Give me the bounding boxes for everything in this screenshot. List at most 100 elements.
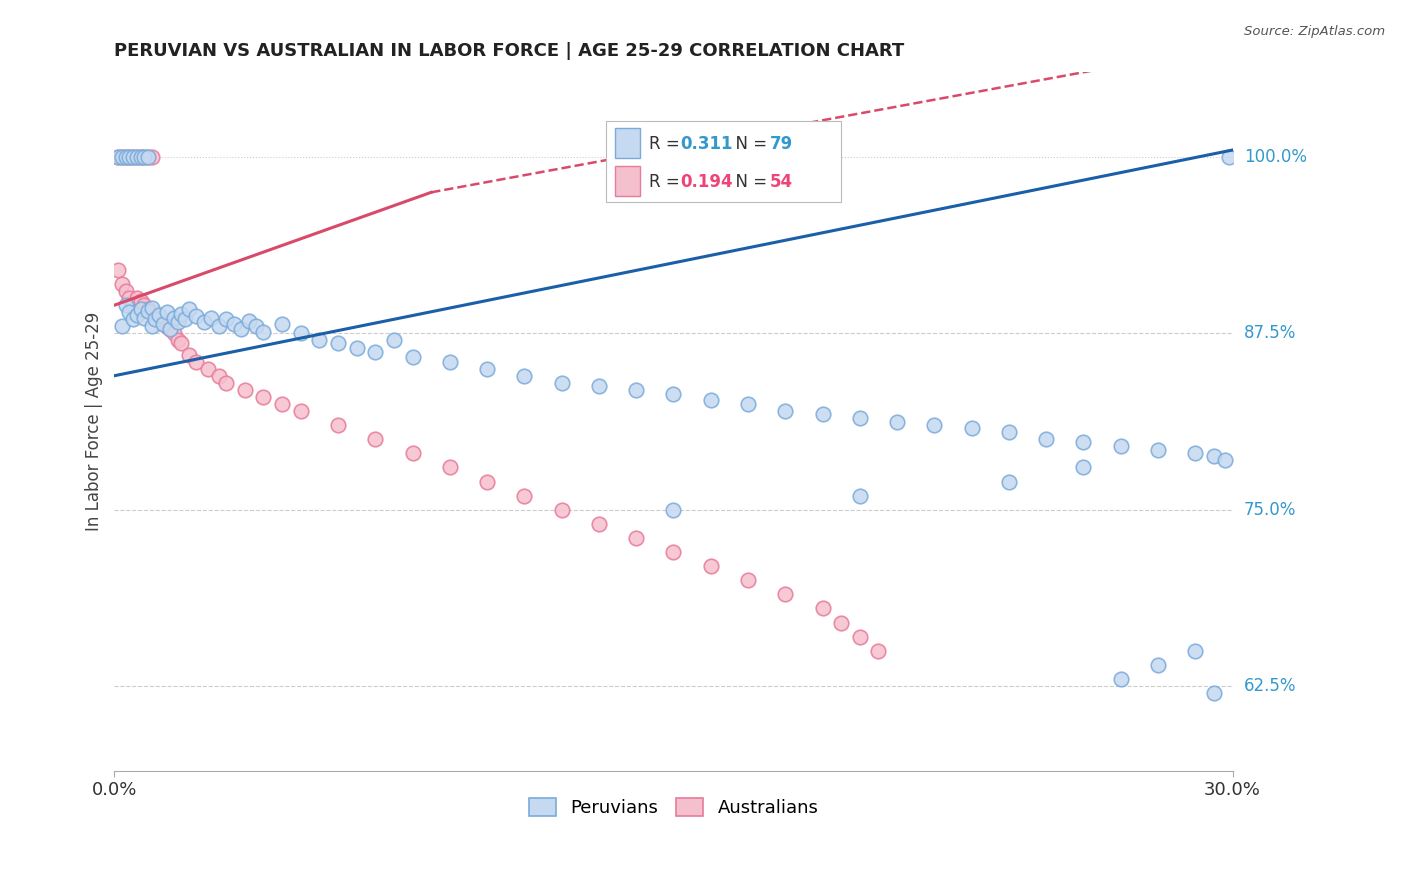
Point	[811, 407, 834, 421]
Point	[401, 446, 423, 460]
Point	[271, 397, 294, 411]
Point	[141, 305, 163, 319]
Point	[1109, 439, 1132, 453]
Point	[1218, 150, 1240, 164]
Point	[118, 291, 141, 305]
Point	[475, 475, 498, 489]
Point	[252, 390, 274, 404]
Point	[849, 489, 872, 503]
Point	[136, 302, 159, 317]
Point	[1035, 432, 1057, 446]
Text: R =: R =	[650, 172, 685, 191]
Point	[177, 347, 200, 361]
Point	[208, 319, 231, 334]
Point	[114, 150, 136, 164]
Point	[588, 378, 610, 392]
Point	[134, 150, 156, 164]
Point	[998, 475, 1021, 489]
Point	[197, 361, 219, 376]
Point	[1202, 686, 1225, 700]
Point	[849, 411, 872, 425]
Point	[513, 368, 536, 383]
Point	[118, 150, 141, 164]
Point	[382, 334, 405, 348]
Point	[364, 344, 387, 359]
Point	[1073, 435, 1095, 450]
Point	[737, 397, 759, 411]
Point	[200, 310, 222, 325]
Point	[129, 302, 152, 317]
Point	[141, 301, 163, 315]
Point	[141, 319, 163, 334]
Point	[177, 302, 200, 317]
Point	[136, 150, 159, 164]
Point	[107, 150, 129, 164]
Point	[1213, 453, 1236, 467]
Point	[134, 298, 156, 312]
Point	[111, 277, 134, 291]
Legend: Peruvians, Australians: Peruvians, Australians	[522, 791, 825, 824]
Point	[122, 150, 145, 164]
Text: N =: N =	[725, 135, 772, 153]
Point	[114, 284, 136, 298]
Point	[737, 574, 759, 588]
Point	[1202, 449, 1225, 463]
Point	[208, 368, 231, 383]
Point	[118, 150, 141, 164]
Point	[1147, 657, 1170, 672]
Text: Source: ZipAtlas.com: Source: ZipAtlas.com	[1244, 25, 1385, 38]
Point	[1184, 446, 1206, 460]
Text: N =: N =	[725, 172, 772, 191]
Point	[364, 432, 387, 446]
Point	[775, 404, 797, 418]
Point	[1073, 460, 1095, 475]
Point	[233, 383, 256, 397]
Text: 79: 79	[769, 135, 793, 153]
Point	[998, 425, 1021, 439]
Point	[111, 319, 134, 334]
Point	[186, 310, 208, 324]
Point	[624, 531, 647, 545]
Text: 54: 54	[769, 172, 793, 191]
Point	[166, 334, 188, 348]
Point	[170, 307, 193, 321]
Point	[215, 312, 238, 326]
Point	[215, 376, 238, 390]
Point	[145, 308, 167, 322]
Point	[588, 516, 610, 531]
Point	[114, 150, 136, 164]
Point	[166, 315, 188, 329]
Point	[550, 502, 572, 516]
Text: PERUVIAN VS AUSTRALIAN IN LABOR FORCE | AGE 25-29 CORRELATION CHART: PERUVIAN VS AUSTRALIAN IN LABOR FORCE | …	[114, 42, 904, 60]
Point	[129, 150, 152, 164]
Point	[252, 325, 274, 339]
Point	[136, 150, 159, 164]
Text: R =: R =	[650, 135, 685, 153]
Point	[1147, 443, 1170, 458]
Point	[107, 150, 129, 164]
Point	[122, 150, 145, 164]
Point	[924, 418, 946, 433]
Point	[148, 308, 170, 322]
Point	[662, 387, 685, 401]
Point	[159, 322, 181, 336]
Point	[439, 460, 461, 475]
Point	[868, 644, 890, 658]
Point	[308, 334, 330, 348]
Point	[624, 383, 647, 397]
Point	[231, 322, 253, 336]
Point	[513, 489, 536, 503]
Point	[475, 361, 498, 376]
Point	[152, 317, 174, 331]
Point	[662, 545, 685, 559]
Point	[134, 150, 156, 164]
Point	[129, 293, 152, 308]
Point	[401, 351, 423, 365]
FancyBboxPatch shape	[616, 128, 640, 158]
Point	[222, 317, 245, 331]
Point	[662, 502, 685, 516]
Point	[148, 312, 170, 326]
Point	[125, 308, 148, 322]
Point	[111, 150, 134, 164]
Point	[186, 354, 208, 368]
